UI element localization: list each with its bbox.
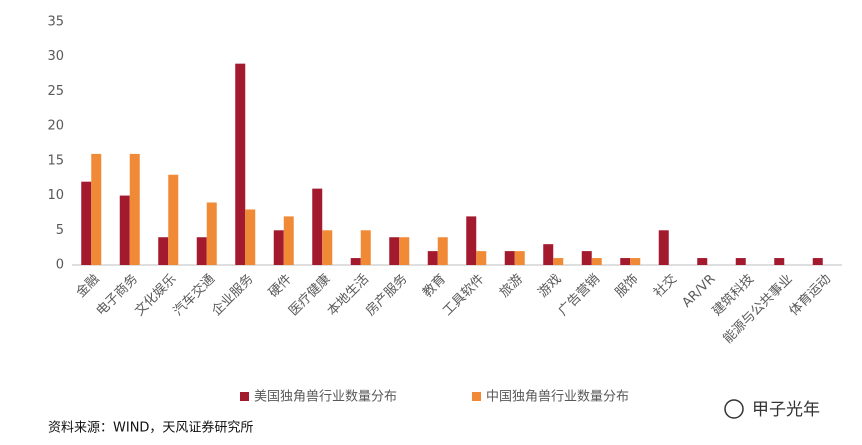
bar <box>658 230 669 265</box>
bar <box>360 230 371 265</box>
x-tick-label: 医疗健康 <box>285 271 333 319</box>
x-tick-label: 硬件 <box>266 272 295 301</box>
bar <box>553 258 564 265</box>
bar <box>350 258 361 265</box>
bar <box>735 258 746 265</box>
bar <box>504 251 515 265</box>
y-tick-label: 15 <box>47 153 64 168</box>
bar <box>620 258 631 265</box>
bar <box>774 258 785 265</box>
x-tick-label: 本地生活 <box>325 272 372 319</box>
bar <box>581 251 592 265</box>
bar <box>312 188 323 265</box>
bar <box>273 230 284 265</box>
bar <box>697 258 708 265</box>
bar <box>91 153 102 265</box>
bar <box>543 244 554 265</box>
x-tick-label: 服饰 <box>613 272 642 301</box>
watermark-icon <box>724 399 744 419</box>
bar <box>466 216 477 265</box>
bar <box>427 251 438 265</box>
bar <box>158 237 169 265</box>
y-tick-label: 20 <box>47 119 64 134</box>
bar <box>812 258 823 265</box>
source-note: 资料来源：WIND，天风证券研究所 <box>48 420 253 436</box>
bar <box>399 237 410 265</box>
legend-swatch <box>240 392 249 401</box>
bar <box>196 237 207 265</box>
bar <box>245 209 256 265</box>
y-tick-label: 5 <box>56 223 64 238</box>
bar <box>168 174 179 265</box>
bar <box>206 202 217 265</box>
bar <box>81 181 92 265</box>
bar <box>630 258 641 265</box>
x-tick-label: 广告营销 <box>556 272 603 319</box>
bar <box>591 258 602 265</box>
x-tick-label: 房产服务 <box>362 271 410 319</box>
legend-swatch <box>472 392 481 401</box>
x-tick-label: 社交 <box>650 271 680 301</box>
bar <box>322 230 333 265</box>
x-tick-label: 企业服务 <box>208 271 256 319</box>
bar <box>514 251 525 265</box>
x-tick-label: 体育运动 <box>786 271 834 319</box>
x-tick-label: 汽车交通 <box>170 271 218 319</box>
y-tick-label: 25 <box>47 84 64 99</box>
x-tick-label: 电子商务 <box>93 271 141 319</box>
bar <box>283 216 294 265</box>
x-tick-label: 游戏 <box>536 272 565 301</box>
bar <box>476 251 487 265</box>
y-tick-label: 0 <box>56 258 64 273</box>
bar <box>437 237 448 265</box>
x-tick-label: 工具软件 <box>440 272 487 319</box>
x-tick-label: 旅游 <box>497 272 526 301</box>
x-tick-label: 能源与公共事业 <box>721 272 796 347</box>
bar <box>129 153 140 265</box>
bar <box>235 63 246 266</box>
x-tick-label: 教育 <box>419 271 449 301</box>
legend-label: 美国独角兽行业数量分布 <box>254 390 397 405</box>
y-tick-label: 35 <box>47 15 64 30</box>
watermark: 甲子光年 <box>752 400 820 420</box>
legend-label: 中国独角兽行业数量分布 <box>486 390 629 405</box>
bar <box>389 237 400 265</box>
x-tick-label: 金融 <box>73 271 103 301</box>
y-tick-label: 10 <box>47 188 64 203</box>
y-tick-label: 30 <box>47 49 64 64</box>
bar <box>119 195 130 265</box>
x-tick-label: 文化娱乐 <box>132 272 179 319</box>
